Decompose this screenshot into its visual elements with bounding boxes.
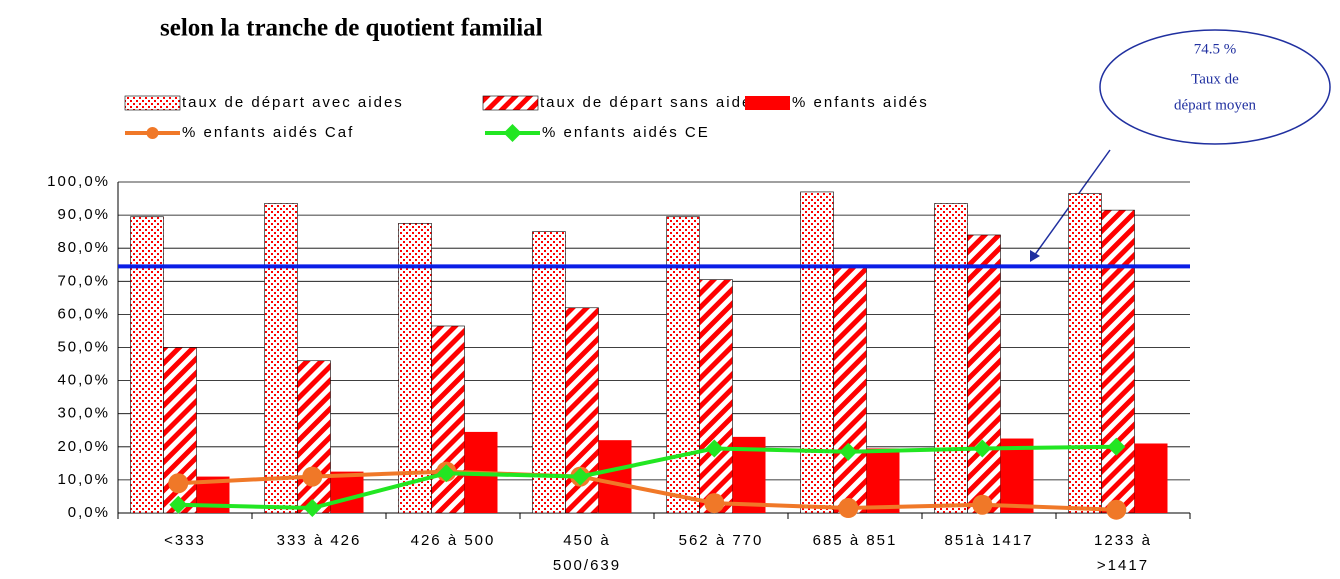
callout-text: départ moyen: [1174, 97, 1257, 113]
y-tick-label: 80,0%: [57, 239, 110, 256]
bar: [398, 223, 432, 514]
legend-marker: [503, 124, 522, 142]
point: [1107, 437, 1126, 456]
bar: [1101, 209, 1135, 514]
y-tick-label: 100,0%: [47, 173, 110, 190]
x-tick-label: <333: [164, 532, 206, 549]
line: [178, 469, 1117, 512]
point: [169, 495, 188, 514]
y-tick-label: 40,0%: [57, 372, 110, 389]
chart-title: selon la tranche de quotient familial: [160, 15, 543, 42]
legend-marker: [146, 127, 159, 139]
bar: [800, 191, 834, 514]
bar: [532, 231, 566, 514]
y-tick-label: 30,0%: [57, 405, 110, 422]
bar: [699, 279, 733, 514]
bar: [330, 471, 364, 513]
x-tick-label: 500/639: [553, 557, 621, 574]
y-tick-label: 20,0%: [57, 438, 110, 455]
callout: [1099, 29, 1331, 145]
legend-swatch: [745, 96, 790, 110]
point: [437, 464, 456, 483]
x-tick-label: >1417: [1097, 557, 1149, 574]
point: [705, 439, 724, 458]
line: [178, 444, 1117, 511]
x-tick-label: 333 à 426: [277, 532, 362, 549]
point: [973, 439, 992, 458]
y-tick-label: 50,0%: [57, 338, 110, 355]
point: [838, 498, 859, 519]
bar: [1000, 438, 1034, 513]
legend-swatch: [124, 95, 181, 111]
x-tick-label: 426 à 500: [411, 532, 496, 549]
legend-swatch: [482, 95, 539, 111]
legend-label: % enfants aidés: [792, 94, 929, 111]
bar: [598, 440, 632, 513]
point: [571, 467, 590, 486]
x-tick-label: 562 à 770: [679, 532, 764, 549]
bar: [967, 234, 1001, 514]
bar: [130, 216, 164, 514]
y-tick-label: 70,0%: [57, 272, 110, 289]
bar: [934, 203, 968, 514]
point: [704, 493, 725, 514]
bar: [297, 360, 331, 514]
point: [839, 442, 858, 461]
legend-label: % enfants aidés CE: [542, 124, 710, 141]
point: [302, 466, 323, 487]
x-tick-label: 851à 1417: [945, 532, 1034, 549]
bar: [1068, 193, 1102, 514]
point: [303, 499, 322, 518]
arrow-head: [1030, 250, 1040, 262]
point: [972, 494, 993, 515]
bar: [431, 325, 465, 514]
legend-label: taux de départ avec aides: [182, 94, 404, 111]
x-tick-label: 685 à 851: [813, 532, 898, 549]
y-tick-label: 60,0%: [57, 305, 110, 322]
x-tick-label: 450 à: [563, 532, 611, 549]
bar: [666, 216, 700, 514]
bar: [833, 266, 867, 514]
y-tick-label: 90,0%: [57, 206, 110, 223]
point: [1106, 499, 1127, 520]
callout-text: Taux de: [1191, 71, 1239, 87]
bar: [866, 448, 900, 513]
legend-label: % enfants aidés Caf: [182, 124, 354, 141]
y-tick-label: 10,0%: [57, 471, 110, 488]
point: [168, 473, 189, 494]
y-tick-label: 0,0%: [68, 504, 110, 521]
bar: [264, 203, 298, 514]
callout-value: 74.5 %: [1194, 41, 1237, 57]
legend-label: taux de départ sans aides: [540, 94, 762, 111]
bar: [1134, 443, 1168, 513]
x-tick-label: 1233 à: [1094, 532, 1152, 549]
